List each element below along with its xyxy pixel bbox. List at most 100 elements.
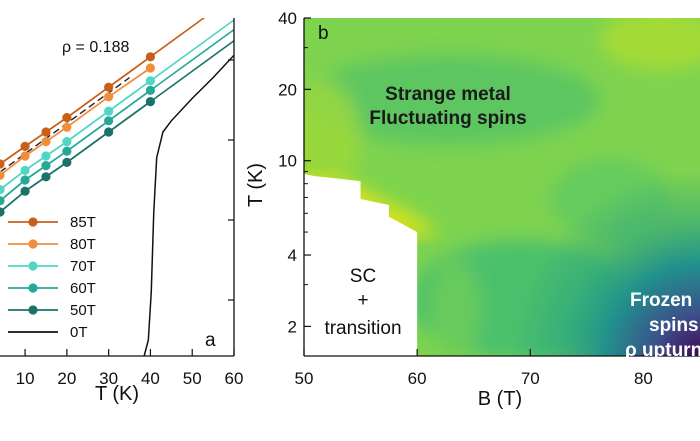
panel-b-heatmap [304,18,700,356]
panel-a-label: a [205,330,216,351]
x-tick-label: 80 [634,369,653,388]
legend-label: 60T [70,280,96,297]
x-tick-label: 10 [16,369,35,388]
data-point-50T [41,172,51,182]
panel-a-legend: 85T 80T 70T 60T 50T 0T [8,214,96,341]
region-label-line: ρ upturn [625,340,700,361]
region-label-line: Fluctuating spins [369,108,526,129]
panel-b: 50 60 70 80 2 4 10 20 40 b B (T) T (K) Strange m… [245,9,700,410]
data-point-70T [62,137,72,147]
data-point-60T [41,161,51,171]
legend-swatch-marker [28,283,38,293]
data-point-70T [104,106,114,116]
x-tick-label: 60 [408,369,427,388]
x-tick-label: 50 [183,369,202,388]
panel-b-y-axis-label: T (K) [245,163,267,207]
series-line-70T [0,80,151,191]
data-point-50T [145,97,156,107]
panel-a: 10 20 30 40 50 60 ρ = 0.188 a T (K) 85T 80T 70T… [0,18,244,405]
legend-label: 80T [70,236,96,253]
x-tick-label: 40 [141,369,160,388]
fit-line [149,28,234,92]
region-label-line: + [357,290,368,311]
data-point-70T [41,151,51,161]
series-line-60T [0,89,151,202]
data-point-50T [0,207,5,217]
fit-line [149,18,206,58]
data-point-85T [104,82,114,92]
y-tick-label: 10 [278,152,297,171]
series-line-85T [0,56,151,165]
legend-entry-0T: 0T [8,324,88,341]
panel-b-label: b [318,23,329,44]
panel-a-series-markers [0,52,156,217]
region-label-line: spins [649,315,699,336]
data-point-60T [62,146,72,156]
x-tick-label: 60 [225,369,244,388]
fit-line [149,40,234,103]
y-tick-label: 2 [288,317,297,336]
legend-entry-70T: 70T [8,258,96,275]
data-point-60T [20,175,30,185]
series-line-80T [0,67,151,176]
data-point-70T [20,165,30,175]
series-line-50T [0,100,151,213]
region-label-line: transition [324,318,401,339]
legend-swatch-marker [28,239,38,249]
series-line-0T [143,54,234,356]
region-frozen-spins: Frozen spins ρ upturn [625,290,700,361]
panel-a-ticks [24,59,235,356]
panel-a-annotation: ρ = 0.188 [62,39,129,56]
legend-entry-50T: 50T [8,302,96,319]
data-point-80T [20,151,30,161]
legend-label: 70T [70,258,96,275]
region-label-line: Frozen [630,290,692,311]
data-point-80T [41,137,51,147]
legend-label: 0T [70,324,88,341]
x-tick-label: 70 [521,369,540,388]
panel-b-tick-labels: 50 60 70 80 2 4 10 20 40 [278,9,653,388]
region-label-line: SC [350,266,376,287]
panel-a-tick-labels: 10 20 30 40 50 60 [16,369,244,388]
data-point-85T [145,52,156,62]
data-point-50T [104,127,114,137]
data-point-50T [62,157,72,167]
x-tick-label: 30 [99,369,118,388]
legend-entry-80T: 80T [8,236,96,253]
data-point-80T [104,92,114,102]
legend-entry-60T: 60T [8,280,96,297]
legend-swatch-marker [28,261,38,271]
region-strange-metal: Strange metal Fluctuating spins [369,84,526,129]
region-label-line: Strange metal [385,84,511,105]
sc-region [304,173,418,356]
data-point-60T [0,196,5,206]
data-point-80T [62,122,72,132]
region-sc-transition: SC + transition [324,266,401,339]
data-point-70T [145,76,156,86]
panel-b-x-axis-label: B (T) [478,388,522,410]
fit-line [149,19,234,82]
data-point-60T [145,85,156,95]
y-tick-label: 40 [278,9,297,28]
panel-b-ticks [303,17,645,356]
legend-label: 50T [70,302,96,319]
data-point-85T [0,159,5,169]
data-point-50T [20,186,30,196]
data-point-85T [41,127,51,137]
x-tick-label: 20 [57,369,76,388]
panel-a-plot-area [0,18,234,356]
x-tick-label: 50 [295,369,314,388]
y-tick-label: 4 [288,246,297,265]
panel-a-x-axis-label: T (K) [95,383,139,405]
legend-entry-85T: 85T [8,214,96,231]
data-point-80T [145,63,156,73]
legend-swatch-marker [28,305,38,315]
data-point-80T [0,170,5,180]
legend-swatch-marker [28,217,38,227]
data-point-85T [62,113,72,123]
y-tick-label: 20 [278,80,297,99]
data-point-60T [104,116,114,126]
data-point-70T [0,185,5,195]
data-point-85T [20,141,30,151]
